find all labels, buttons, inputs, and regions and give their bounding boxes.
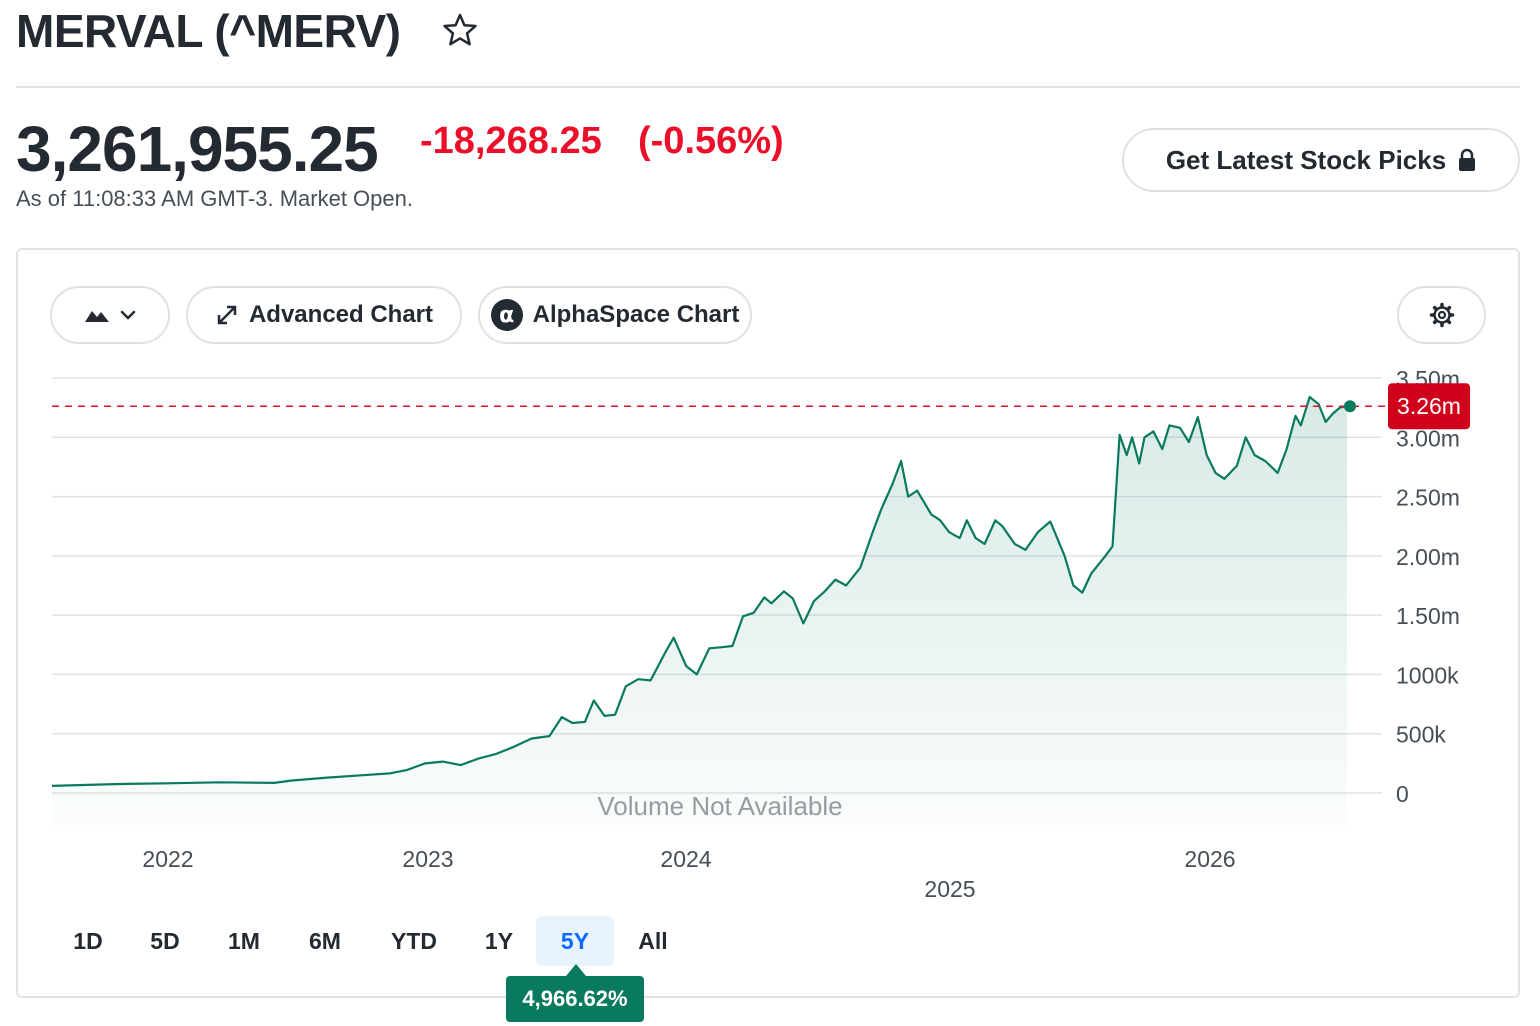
chart-settings-button[interactable] <box>1397 286 1486 344</box>
advanced-chart-label: Advanced Chart <box>248 301 434 328</box>
alpha-icon: α <box>490 299 523 331</box>
mountain-chart-icon <box>85 311 109 322</box>
stock-picks-label: Get Latest Stock Picks <box>1165 144 1447 175</box>
range-ytd[interactable]: YTD <box>391 927 437 954</box>
advanced-chart-button[interactable]: Advanced Chart <box>186 286 462 344</box>
market-status: As of 11:08:33 AM GMT-3. Market Open. <box>16 186 413 211</box>
range-all[interactable]: All <box>638 927 668 954</box>
range-1y[interactable]: 1Y <box>484 927 514 954</box>
range-selector: 1D 5D 1M 6M YTD 1Y 5Y All <box>50 916 692 966</box>
range-5d[interactable]: 5D <box>150 927 180 954</box>
alphaspace-chart-label: AlphaSpace Chart <box>532 301 740 328</box>
page-title: MERVAL (^MERV) <box>16 5 401 57</box>
range-1m[interactable]: 1M <box>228 927 260 954</box>
expand-icon <box>217 305 237 325</box>
price-change: -18,268.25 <box>420 120 602 162</box>
chart-type-dropdown[interactable] <box>50 286 170 344</box>
stock-picks-button[interactable]: Get Latest Stock Picks <box>1122 128 1520 192</box>
performance-pointer <box>566 964 586 976</box>
chart-card <box>16 248 1520 998</box>
gear-icon <box>1429 302 1454 328</box>
header-divider <box>16 86 1520 88</box>
range-6m[interactable]: 6M <box>309 927 341 954</box>
price-change-percent: (-0.56%) <box>638 120 784 162</box>
alphaspace-chart-button[interactable]: α AlphaSpace Chart <box>478 286 752 344</box>
range-5y[interactable]: 5Y <box>536 916 614 966</box>
chevron-down-icon <box>120 310 136 320</box>
range-1d[interactable]: 1D <box>73 927 103 954</box>
star-icon[interactable] <box>440 10 480 50</box>
performance-badge: 4,966.62% <box>506 976 644 1022</box>
current-price: 3,261,955.25 <box>16 113 379 185</box>
lock-icon <box>1459 148 1476 171</box>
